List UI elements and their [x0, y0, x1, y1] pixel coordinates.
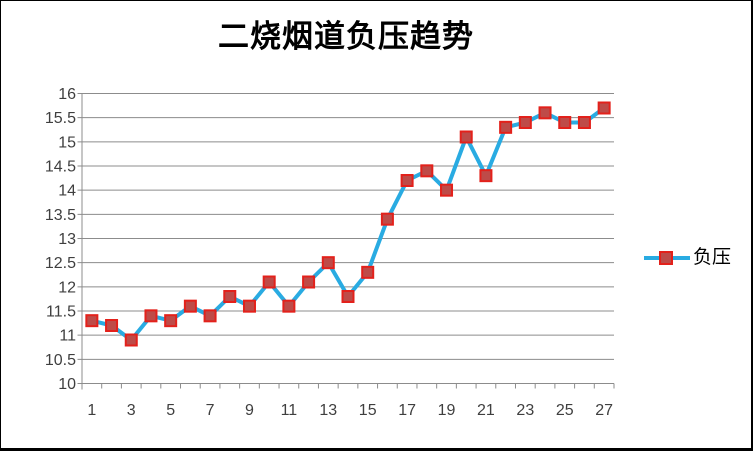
data-point-marker — [380, 212, 394, 226]
data-point-marker — [302, 275, 316, 289]
chart-title: 二烧烟道负压趋势 — [218, 19, 474, 54]
legend-series-label: 负压 — [693, 247, 732, 268]
data-point-marker — [538, 106, 552, 120]
data-point-marker — [361, 265, 375, 279]
data-point-marker — [518, 116, 532, 129]
series-line — [89, 106, 607, 342]
data-point-marker — [400, 174, 414, 187]
x-axis-tick-label: 15 — [359, 402, 377, 419]
data-point-marker — [479, 169, 493, 183]
data-point-marker — [341, 290, 355, 303]
data-point-marker — [203, 309, 217, 323]
y-axis-tick-label: 15.5 — [45, 110, 76, 127]
data-point-marker — [282, 299, 296, 313]
data-point-marker — [459, 130, 473, 144]
data-point-marker — [164, 314, 178, 328]
data-point-marker — [85, 314, 99, 328]
x-axis-tick-label: 27 — [595, 402, 613, 419]
y-axis-tick-label: 12.5 — [45, 255, 76, 272]
y-axis-tick-label: 13.5 — [45, 207, 76, 224]
x-axis-tick-label: 21 — [477, 402, 495, 419]
data-point-marker — [183, 299, 197, 313]
data-point-marker — [420, 164, 434, 178]
x-axis-tick-label: 9 — [245, 402, 254, 419]
x-axis-tick-label: 5 — [166, 402, 175, 419]
y-axis-tick-label: 12 — [58, 279, 76, 296]
x-axis-tick-label: 23 — [516, 402, 534, 419]
legend: 负压 — [644, 248, 731, 267]
legend-point-marker — [659, 250, 673, 265]
data-point-marker — [262, 275, 276, 289]
y-axis-tick-label: 11 — [59, 328, 76, 345]
data-point-marker — [124, 333, 138, 347]
legend-marker-icon — [644, 250, 690, 265]
data-point-marker — [440, 183, 454, 197]
y-axis-tick-label: 11.5 — [46, 304, 76, 321]
data-point-marker — [577, 116, 591, 129]
data-point-marker — [105, 319, 119, 332]
x-axis-tick-label: 19 — [438, 402, 456, 419]
y-axis-tick-label: 10.5 — [45, 352, 76, 369]
x-axis-tick-label: 13 — [319, 402, 337, 419]
x-axis-tick-label: 1 — [87, 402, 96, 419]
y-axis-tick-label: 14 — [58, 183, 76, 200]
y-axis-tick-label: 10 — [58, 376, 76, 393]
data-point-marker — [321, 256, 335, 270]
x-axis-tick-label: 7 — [206, 402, 215, 419]
data-point-marker — [597, 101, 611, 115]
data-point-marker — [223, 290, 237, 303]
data-point-marker — [144, 309, 158, 323]
y-axis-tick-label: 15 — [58, 134, 76, 151]
x-axis-tick-label: 25 — [556, 402, 574, 419]
x-axis-tick-label: 3 — [127, 402, 136, 419]
x-axis-tick-label: 17 — [398, 402, 416, 419]
y-axis-tick-label: 14.5 — [45, 159, 76, 176]
data-point-marker — [499, 120, 513, 134]
y-axis-tick-label: 16 — [58, 86, 76, 103]
data-point-marker — [242, 299, 256, 313]
y-axis-tick-label: 13 — [58, 231, 76, 248]
data-point-marker — [558, 116, 572, 129]
x-axis-tick-label: 11 — [281, 402, 298, 419]
